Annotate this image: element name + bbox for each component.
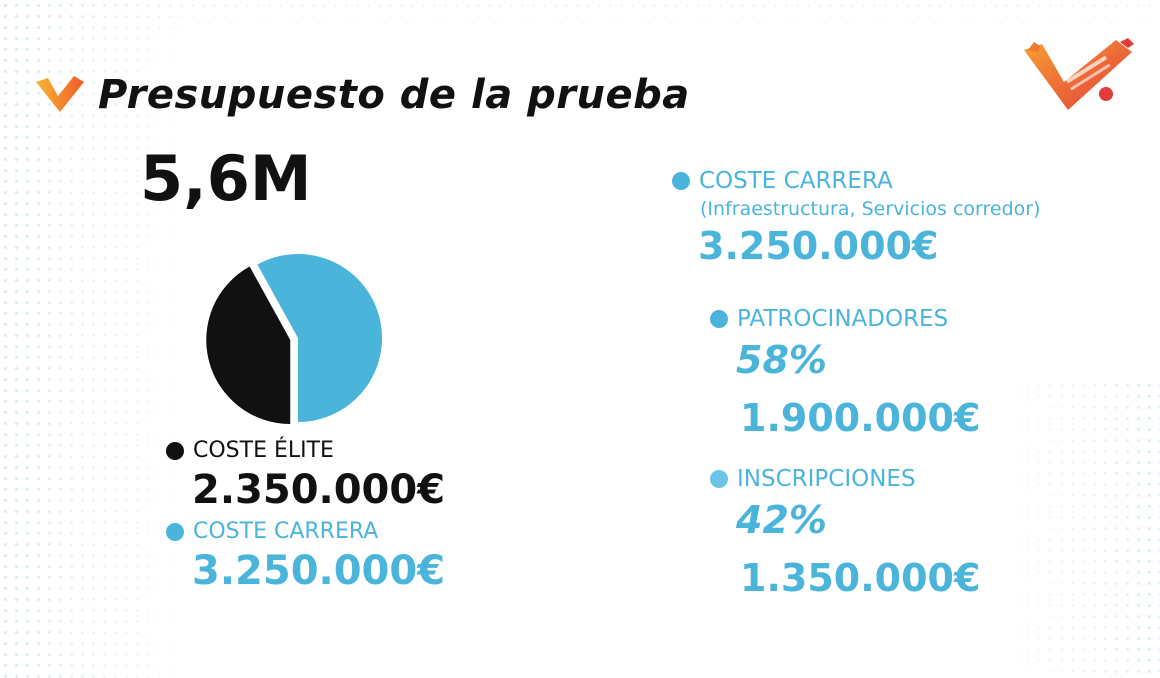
inscripciones-label: INSCRIPCIONES xyxy=(737,466,916,492)
elite-amount: 2.350.000€ xyxy=(192,467,446,513)
legend-label-carrera: COSTE CARRERA xyxy=(193,519,379,544)
pie-slice-coste-carrera xyxy=(257,254,382,422)
decorative-dots-right xyxy=(990,380,1160,678)
inscripciones-amount: 1.350.000€ xyxy=(740,556,981,600)
legend-item-elite: COSTE ÉLITE xyxy=(166,438,445,463)
orange-check-icon xyxy=(36,76,84,112)
pie-legend: COSTE ÉLITE 2.350.000€ COSTE CARRERA 3.2… xyxy=(166,438,445,594)
total-budget: 5,6M xyxy=(140,142,312,215)
patrocinadores-label: PATROCINADORES xyxy=(737,306,949,332)
inscripciones-percent: 42% xyxy=(736,498,827,542)
inscripciones-dot xyxy=(710,470,728,488)
coste-carrera-dot xyxy=(672,172,690,190)
decorative-dots-top xyxy=(0,0,1160,40)
patrocinadores-dot xyxy=(710,310,728,328)
inscripciones-block: INSCRIPCIONES 42% 1.350.000€ xyxy=(710,466,980,600)
coste-carrera-block: COSTE CARRERA (Infraestructura, Servicio… xyxy=(672,168,1040,268)
legend-dot-elite xyxy=(166,441,184,460)
patrocinadores-percent: 58% xyxy=(736,338,827,382)
maraton-logo-icon xyxy=(1024,38,1134,110)
patrocinadores-block: PATROCINADORES 58% 1.900.000€ xyxy=(710,306,980,440)
pie-chart xyxy=(206,254,382,424)
pie-slice-coste-elite xyxy=(206,266,291,424)
page-title: Presupuesto de la prueba xyxy=(98,72,690,118)
legend-dot-carrera xyxy=(166,522,184,541)
coste-carrera-amount: 3.250.000€ xyxy=(698,224,939,268)
patrocinadores-amount: 1.900.000€ xyxy=(740,396,981,440)
coste-carrera-label: COSTE CARRERA xyxy=(699,168,893,194)
carrera-amount: 3.250.000€ xyxy=(192,548,446,594)
coste-carrera-subtitle: (Infraestructura, Servicios corredor) xyxy=(700,198,1041,220)
legend-label-elite: COSTE ÉLITE xyxy=(193,438,334,463)
legend-item-carrera: COSTE CARRERA xyxy=(166,519,445,544)
